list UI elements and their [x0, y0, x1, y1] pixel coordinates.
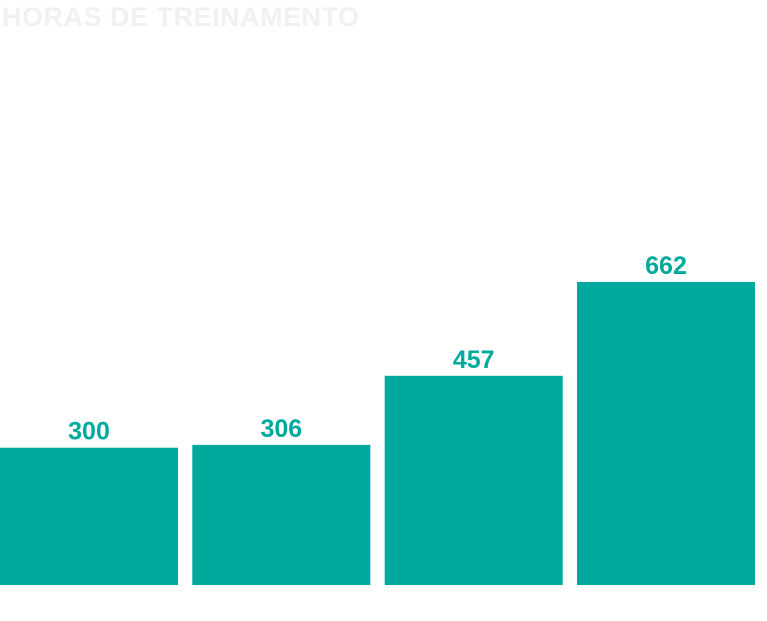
bar-2: [192, 444, 371, 585]
bar-value-label-1: 300: [68, 418, 110, 446]
chart-title: HORAS DE TREINAMENTO: [2, 2, 360, 32]
bar-1: [0, 447, 178, 585]
bars-layer: [0, 282, 755, 585]
data-labels-layer: 300 306 457 662: [68, 252, 687, 446]
bar-value-label-3: 457: [453, 346, 495, 374]
bar-value-label-4: 662: [645, 252, 687, 280]
bar-4: [577, 282, 755, 585]
bar-3: [384, 375, 563, 585]
bar-value-label-2: 306: [260, 415, 302, 443]
